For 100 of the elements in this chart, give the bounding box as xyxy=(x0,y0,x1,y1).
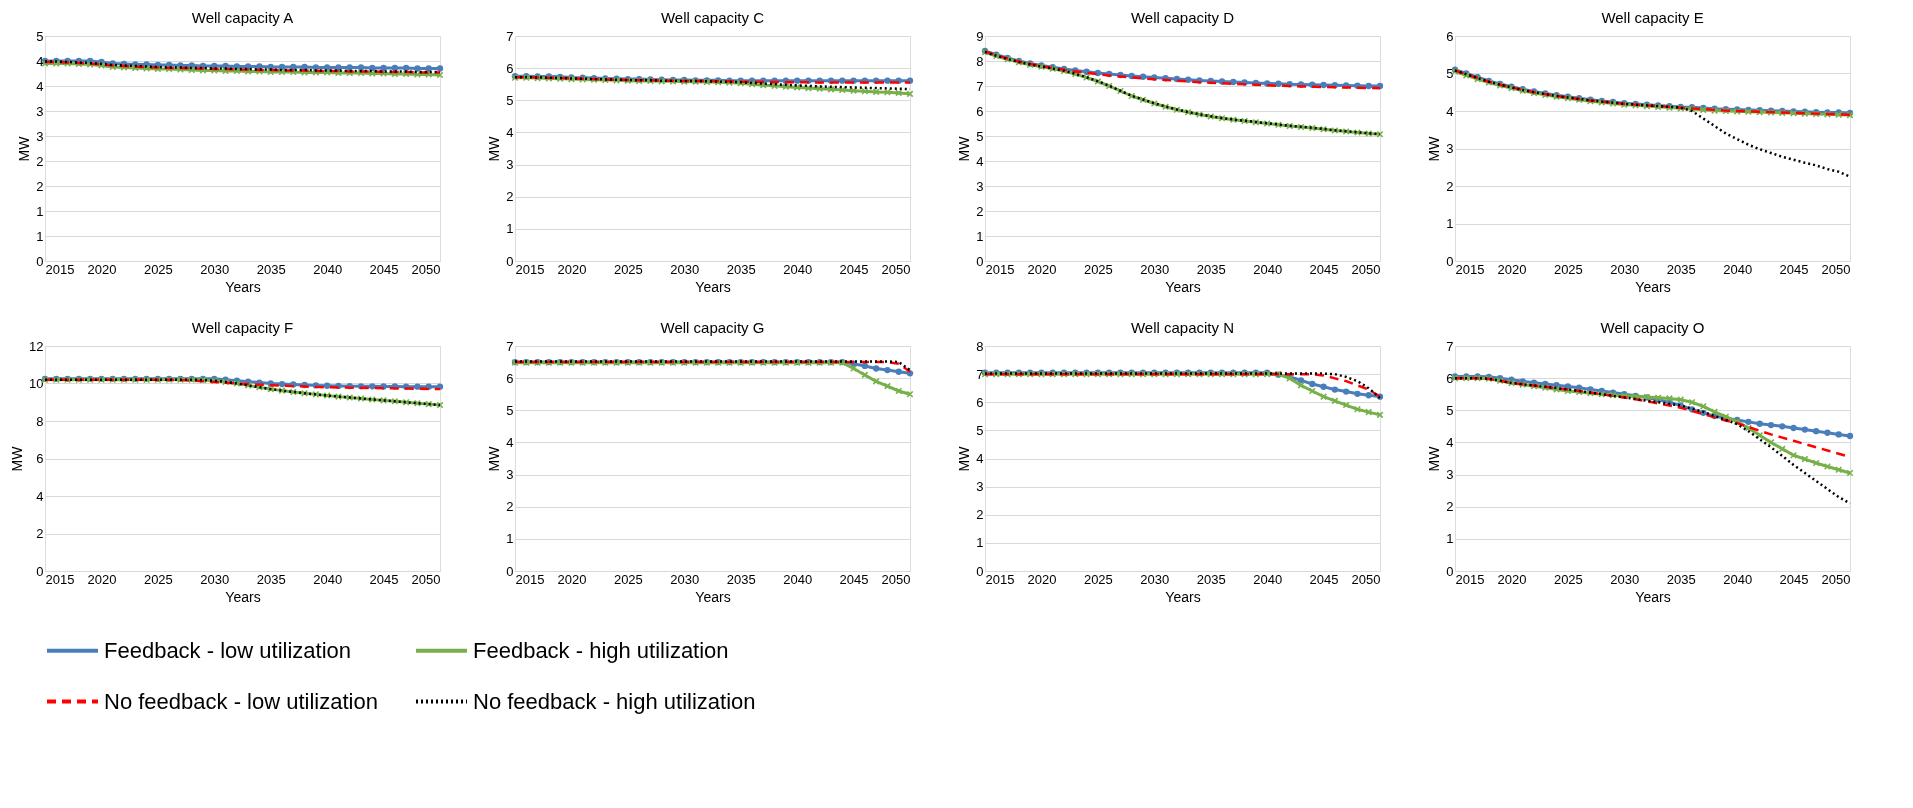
x-axis-title: Years xyxy=(1165,278,1201,295)
y-tick-label: 5 xyxy=(36,28,44,44)
y-axis-title: MW xyxy=(1426,445,1443,472)
x-tick-label: 2045 xyxy=(1779,571,1809,587)
x-tick-label: 2040 xyxy=(783,571,813,587)
y-tick-label: 2 xyxy=(36,526,44,541)
x-tick-label: 2030 xyxy=(200,571,230,587)
y-tick-label: 0 xyxy=(976,563,984,579)
x-tick-label: 2020 xyxy=(87,571,117,587)
x-tick-label: 2025 xyxy=(143,261,173,277)
x-tick-label: 2035 xyxy=(726,571,756,587)
y-tick-label: 10 xyxy=(29,376,44,391)
y-tick-label: 1 xyxy=(506,221,514,237)
x-tick-label: 2035 xyxy=(1196,261,1226,277)
y-tick-label: 4 xyxy=(1446,103,1454,119)
y-tick-label: 4 xyxy=(506,124,514,140)
x-tick-label: 2030 xyxy=(670,571,700,587)
x-tick-label: 2050 xyxy=(411,571,441,587)
y-tick-label: 7 xyxy=(506,338,514,354)
y-tick-label: 3 xyxy=(36,128,44,144)
y-tick-label: 4 xyxy=(976,153,984,169)
y-tick-label: 7 xyxy=(506,28,514,44)
x-tick-label: 2035 xyxy=(256,571,286,587)
chart-title: Well capacity D xyxy=(1130,9,1235,26)
x-tick-label: 2020 xyxy=(1027,571,1057,587)
x-tick-label: 2025 xyxy=(1083,571,1113,587)
y-tick-label: 0 xyxy=(506,253,514,269)
y-tick-label: 0 xyxy=(506,563,514,579)
x-tick-label: 2050 xyxy=(1821,571,1851,587)
y-tick-label: 6 xyxy=(36,451,44,466)
y-tick-label: 3 xyxy=(976,178,984,194)
y-tick-label: 0 xyxy=(976,253,984,269)
y-tick-label: 2 xyxy=(1446,178,1454,194)
x-tick-label: 2050 xyxy=(411,261,441,277)
y-tick-label: 5 xyxy=(976,422,984,438)
x-tick-label: 2050 xyxy=(881,261,911,277)
x-axis-title: Years xyxy=(695,588,731,605)
y-tick-label: 4 xyxy=(506,434,514,450)
y-tick-label: 3 xyxy=(506,467,514,483)
chart-title: Well capacity O xyxy=(1600,319,1705,336)
legend-label: Feedback - high utilization xyxy=(473,637,729,663)
x-tick-label: 2045 xyxy=(369,261,399,277)
y-tick-label: 6 xyxy=(976,103,984,119)
x-tick-label: 2020 xyxy=(1497,261,1527,277)
y-tick-label: 6 xyxy=(1446,370,1454,386)
x-tick-label: 2045 xyxy=(839,571,869,587)
y-tick-label: 2 xyxy=(1446,499,1454,515)
x-axis-title: Years xyxy=(225,588,261,605)
y-tick-label: 1 xyxy=(1446,216,1454,231)
y-tick-label: 3 xyxy=(1446,467,1454,483)
x-tick-label: 2050 xyxy=(881,571,911,587)
y-tick-label: 1 xyxy=(36,203,44,219)
y-tick-label: 9 xyxy=(976,28,984,44)
x-tick-label: 2030 xyxy=(1140,261,1170,277)
y-tick-label: 2 xyxy=(36,178,44,194)
x-tick-label: 2035 xyxy=(726,261,756,277)
x-tick-label: 2040 xyxy=(1723,261,1753,277)
x-tick-label: 2015 xyxy=(45,571,75,587)
legend-label: No feedback - low utilization xyxy=(104,688,378,714)
y-tick-label: 3 xyxy=(1446,141,1454,156)
y-tick-label: 4 xyxy=(1446,434,1454,450)
chart-title: Well capacity E xyxy=(1601,9,1704,26)
x-tick-label: 2050 xyxy=(1351,261,1381,277)
x-tick-label: 2025 xyxy=(613,571,643,587)
y-tick-label: 5 xyxy=(1446,66,1454,81)
y-tick-label: 5 xyxy=(1446,402,1454,418)
y-axis-title: MW xyxy=(486,135,503,162)
y-axis-title: MW xyxy=(16,135,33,162)
y-tick-label: 1 xyxy=(976,535,984,551)
legend-label: No feedback - high utilization xyxy=(473,688,756,714)
x-tick-label: 2015 xyxy=(45,261,75,277)
chart-title: Well capacity A xyxy=(191,9,294,26)
x-tick-label: 2030 xyxy=(1140,571,1170,587)
y-tick-label: 6 xyxy=(1446,28,1454,44)
y-tick-label: 7 xyxy=(1446,338,1454,354)
x-tick-label: 2045 xyxy=(1779,261,1809,277)
x-tick-label: 2045 xyxy=(1309,571,1339,587)
x-tick-label: 2035 xyxy=(1196,571,1226,587)
y-axis-title: MW xyxy=(956,135,973,162)
x-tick-label: 2025 xyxy=(613,261,643,277)
x-tick-label: 2020 xyxy=(557,571,587,587)
y-tick-label: 8 xyxy=(976,338,984,354)
x-axis-title: Years xyxy=(1635,278,1671,295)
x-tick-label: 2050 xyxy=(1821,261,1851,277)
y-tick-label: 2 xyxy=(506,189,514,205)
y-tick-label: 6 xyxy=(506,60,514,76)
x-tick-label: 2020 xyxy=(87,261,117,277)
legend-label: Feedback - low utilization xyxy=(104,637,352,663)
y-tick-label: 5 xyxy=(976,128,984,144)
y-tick-label: 2 xyxy=(976,507,984,523)
x-tick-label: 2035 xyxy=(1666,571,1696,587)
y-tick-label: 0 xyxy=(36,563,44,579)
y-tick-label: 4 xyxy=(36,53,44,69)
y-tick-label: 3 xyxy=(36,103,44,119)
x-tick-label: 2015 xyxy=(515,261,545,277)
y-tick-label: 4 xyxy=(976,451,984,466)
x-tick-label: 2015 xyxy=(515,571,545,587)
y-tick-label: 2 xyxy=(976,203,984,219)
x-axis-title: Years xyxy=(225,278,261,295)
x-tick-label: 2015 xyxy=(985,571,1015,587)
